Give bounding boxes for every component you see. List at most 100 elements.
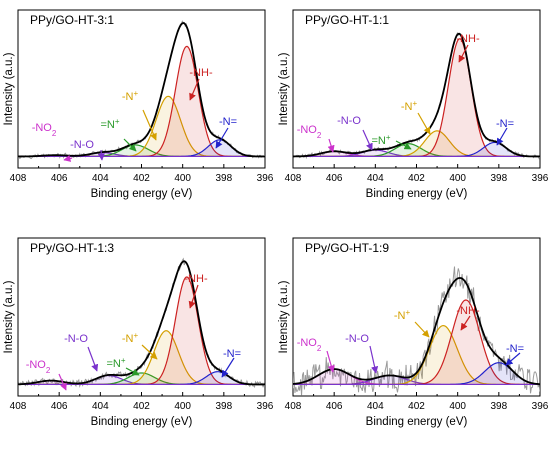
y-axis-label: Intensity (a.u.) — [278, 280, 290, 353]
annotation-label-nplus: -N+ — [122, 331, 139, 346]
annotation-label-nh: -NH- — [456, 305, 480, 317]
annotation-arrow-no2 — [326, 350, 335, 373]
y-axis-label: Intensity (a.u.) — [278, 52, 290, 125]
annotation-label-n: -N= — [223, 348, 241, 360]
annotation-label-n-o: -N-O — [345, 333, 369, 345]
annotation-label-n: -N= — [506, 343, 524, 355]
chart-panel-ppy-go-ht-1-9: 408 406 404 402 400 398 396 PPy/GO-HT-1:9 Bindin… — [275, 228, 550, 456]
chart-panel-ppy-go-ht-1-1: 408 406 404 402 400 398 396 PPy/GO-HT-1:1 Bindin… — [275, 0, 550, 228]
annotation-arrow-n — [215, 127, 229, 149]
x-axis-label: Binding energy (eV) — [91, 416, 193, 428]
x-tick-label: 400 — [449, 401, 466, 412]
annotation-arrow-nplus — [414, 321, 430, 338]
annotation-label-no2: -NO2 — [26, 359, 51, 375]
annotation-arrow-nplus — [417, 112, 431, 135]
annotation-arrow-n-o — [87, 346, 99, 372]
plot-area — [293, 31, 540, 160]
annotation-arrow-nplus — [123, 138, 137, 152]
annotation-label-n-o: -N-O — [70, 139, 94, 151]
annotation-arrow-n-o — [97, 149, 105, 161]
annotation-label-nplus: =N+ — [371, 133, 390, 148]
annotation-label-n-o: -N-O — [337, 115, 361, 127]
annotation-arrow-no2 — [58, 373, 67, 391]
x-tick-label: 406 — [326, 401, 343, 412]
x-tick-label: 404 — [92, 173, 109, 184]
y-axis-label: Intensity (a.u.) — [3, 52, 15, 125]
panel-title: PPy/GO-HT-1:9 — [305, 241, 389, 255]
component-fill-n — [18, 371, 265, 385]
chart-svg: 408 406 404 402 400 398 396 PPy/GO-HT-1:9 Bindin… — [278, 237, 549, 428]
x-tick-label: 404 — [367, 401, 384, 412]
x-tick-label: 402 — [408, 173, 425, 184]
component-fill-nh — [18, 276, 265, 385]
component-fill-n — [293, 362, 540, 385]
x-tick-label: 400 — [174, 401, 191, 412]
annotation-arrow-n — [221, 357, 235, 378]
annotation-label-nh: -NH- — [189, 67, 213, 79]
annotation-label-n: -N= — [219, 116, 237, 128]
x-tick-label: 408 — [285, 401, 302, 412]
y-axis-label: Intensity (a.u.) — [3, 280, 15, 353]
annotation-label-nplus: -N+ — [394, 308, 411, 323]
annotation-arrow-nplus — [125, 367, 140, 376]
component-fill-no2 — [293, 369, 540, 385]
x-axis-label: Binding energy (eV) — [366, 188, 468, 200]
annotation-arrow-nh — [188, 284, 199, 309]
x-tick-label: 406 — [326, 173, 343, 184]
annotation-arrow-no2 — [63, 154, 73, 162]
x-tick-label: 400 — [174, 173, 191, 184]
x-tick-label: 402 — [408, 401, 425, 412]
x-tick-label: 404 — [92, 401, 109, 412]
annotation-arrow-n — [505, 352, 521, 366]
chart-panel-ppy-go-ht-3-1: 408 406 404 402 400 398 396 PPy/GO-HT-3:1 Bindin… — [0, 0, 275, 228]
component-fill-nh — [18, 46, 265, 157]
x-tick-label: 402 — [133, 173, 150, 184]
component-fill-nplus — [293, 130, 540, 157]
annotation-arrow-nh — [189, 78, 200, 101]
x-tick-label: 398 — [490, 173, 507, 184]
annotation-arrow-nplus — [395, 140, 412, 150]
annotation-arrow-nh — [458, 44, 469, 63]
annotation-label-nplus: =N+ — [106, 356, 125, 371]
annotation-label-no2: -NO2 — [297, 124, 322, 140]
chart-svg: 408 406 404 402 400 398 396 PPy/GO-HT-3:1 Bindin… — [3, 9, 274, 200]
annotation-arrow-n — [496, 127, 508, 146]
annotation-label-nh: -NH- — [456, 33, 480, 45]
x-tick-label: 408 — [10, 401, 27, 412]
envelope-fit-line — [18, 260, 265, 386]
x-tick-label: 406 — [51, 401, 68, 412]
component-fill-nplus — [18, 372, 265, 385]
component-fill-n — [293, 142, 540, 157]
panel-title: PPy/GO-HT-1:3 — [30, 241, 114, 255]
x-tick-label: 398 — [215, 173, 232, 184]
x-tick-label: 408 — [10, 173, 27, 184]
plot-frame — [17, 237, 266, 397]
plot-area — [18, 257, 265, 388]
x-tick-label: 398 — [215, 401, 232, 412]
x-tick-label: 396 — [257, 173, 274, 184]
plot-area — [293, 266, 540, 396]
annotation-arrow-no2 — [327, 138, 335, 153]
annotation-arrow-n-o — [369, 345, 379, 374]
component-fill-n — [18, 139, 265, 157]
annotation-arrow-n-o — [362, 129, 373, 151]
x-tick-label: 406 — [51, 173, 68, 184]
panel-title: PPy/GO-HT-1:1 — [305, 13, 389, 27]
envelope-fit-line — [18, 22, 265, 158]
x-tick-label: 396 — [257, 401, 274, 412]
chart-svg: 408 406 404 402 400 398 396 PPy/GO-HT-1:3 Bindin… — [3, 237, 274, 428]
x-tick-label: 396 — [532, 173, 549, 184]
chart-panel-ppy-go-ht-1-3: 408 406 404 402 400 398 396 PPy/GO-HT-1:3 Bindin… — [0, 228, 275, 456]
annotation-label-n: -N= — [496, 118, 514, 130]
annotation-label-nplus: -N+ — [401, 99, 418, 114]
annotation-label-nh: -NH- — [184, 273, 208, 285]
x-tick-label: 402 — [133, 401, 150, 412]
raw-spectrum-line — [18, 20, 265, 160]
x-tick-label: 396 — [532, 401, 549, 412]
x-tick-label: 404 — [367, 173, 384, 184]
annotation-label-nplus: -N+ — [122, 89, 139, 104]
x-tick-label: 398 — [490, 401, 507, 412]
annotation-label-n-o: -N-O — [64, 333, 88, 345]
component-fill-nh — [293, 299, 540, 385]
